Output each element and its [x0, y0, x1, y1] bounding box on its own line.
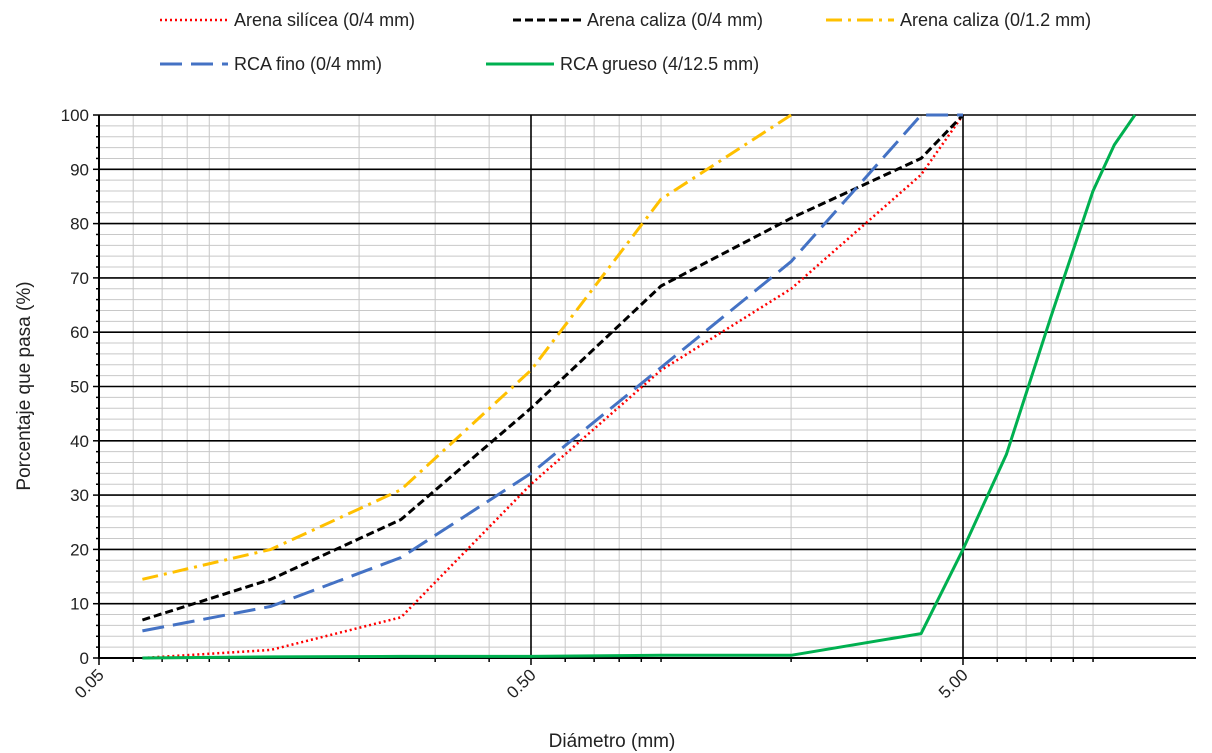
x-tick-label: 0.05 [71, 665, 108, 702]
y-tick-label: 40 [70, 432, 89, 451]
y-tick-label: 70 [70, 269, 89, 288]
x-tick-label: 0.50 [503, 665, 540, 702]
axes: 0 10 20 30 40 50 60 70 80 90 100 0.05 0.50 5.00 [61, 106, 1196, 702]
y-tick-label: 30 [70, 486, 89, 505]
gridlines [99, 114, 1196, 659]
legend-label: Arena caliza (0/4 mm) [587, 10, 763, 30]
x-tick-label: 5.00 [935, 665, 972, 702]
y-tick-label: 90 [70, 160, 89, 179]
series-line [142, 114, 965, 660]
y-tick-label: 100 [61, 106, 89, 125]
series-line [142, 113, 963, 633]
y-tick-label: 60 [70, 323, 89, 342]
y-tick-label: 80 [70, 215, 89, 234]
series-lines [141, 113, 1137, 660]
series-line [141, 113, 965, 622]
legend-label: RCA fino (0/4 mm) [234, 54, 382, 74]
y-tick-label: 10 [70, 595, 89, 614]
series-line [142, 114, 1137, 660]
legend-label: RCA grueso (4/12.5 mm) [560, 54, 759, 74]
legend-label: Arena caliza (0/1.2 mm) [900, 10, 1091, 30]
legend-label: Arena silícea (0/4 mm) [234, 10, 415, 30]
x-axis-title: Diámetro (mm) [549, 731, 676, 752]
legend: Arena silícea (0/4 mm) Arena caliza (0/4 … [160, 10, 1091, 74]
series-line [142, 113, 792, 581]
y-tick-label: 20 [70, 540, 89, 559]
y-axis-title: Porcentaje que pasa (%) [14, 281, 35, 490]
y-tick-label: 0 [80, 649, 89, 668]
y-tick-label: 50 [70, 378, 89, 397]
